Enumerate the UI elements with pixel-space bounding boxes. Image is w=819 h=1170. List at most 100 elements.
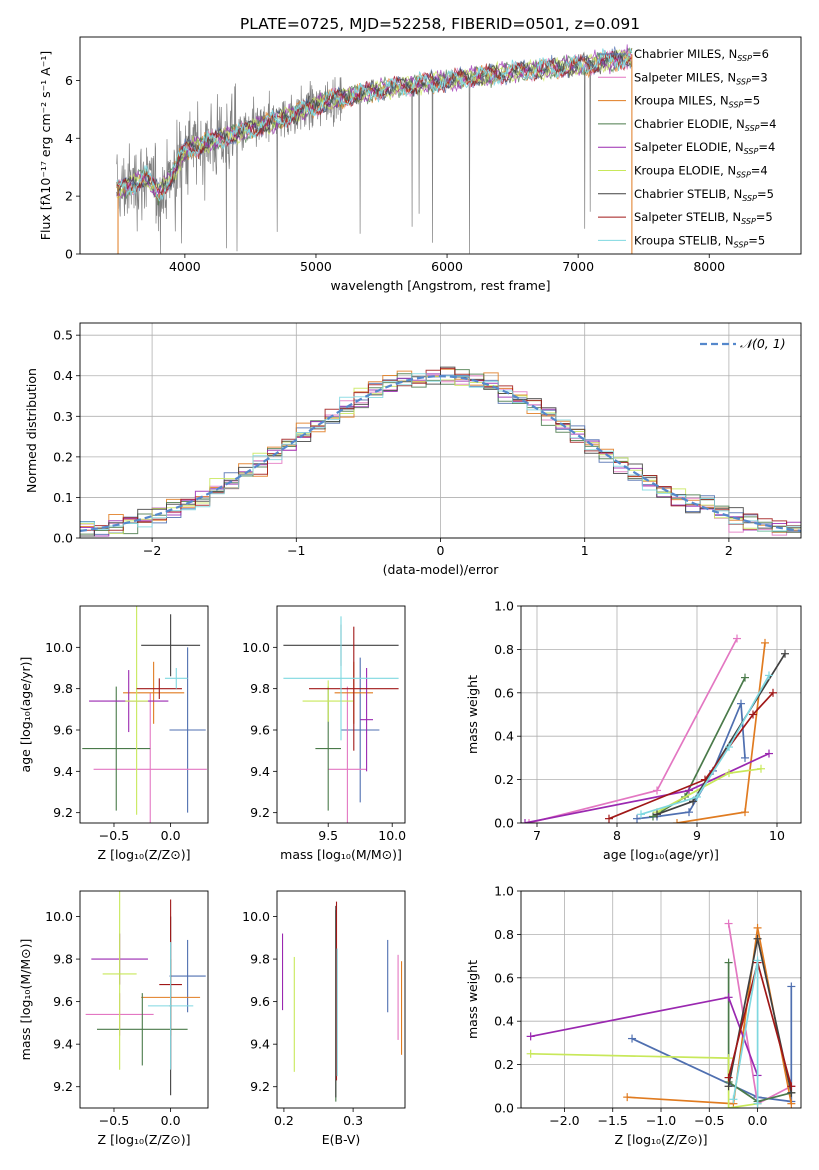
model-fit-8	[116, 47, 633, 202]
weight-marker	[765, 749, 773, 758]
y-tick-label: 0.4	[494, 1014, 514, 1029]
y-axis-label: mass weight	[465, 960, 480, 1039]
y-tick-label: 0	[65, 247, 73, 262]
legend-entry: Kroupa ELODIE, NSSP=4	[634, 164, 768, 180]
age-vs-Z-frame	[79, 605, 209, 824]
y-tick-label: 10.0	[45, 640, 73, 655]
age-vs-mass-frame	[276, 605, 406, 824]
spectrum-legend: Chabrier MILES, NSSP=6 Salpeter MILES, NS…	[598, 47, 776, 249]
spectrum-plot-area	[116, 44, 633, 254]
y-tick-label: 9.2	[250, 1079, 270, 1094]
weight-marker	[757, 764, 765, 773]
x-axis-label: age [log₁₀(age/yr)]	[603, 847, 719, 862]
weight-marker	[741, 808, 749, 817]
x-tick-label: 6000	[431, 259, 463, 274]
weight-marker	[741, 673, 749, 682]
weight-marker	[765, 671, 773, 680]
mass-vs-EBV-plot-area	[281, 901, 403, 1102]
weight-vs-age-plot-area	[521, 634, 789, 823]
legend-entry: Kroupa MILES, NSSP=5	[634, 94, 760, 110]
weight-marker	[685, 808, 693, 817]
residuals-frame	[79, 322, 802, 539]
weight-series-1	[528, 638, 738, 823]
y-axis-label: Flux [fλ10⁻¹⁷ erg cm⁻² s⁻¹ A⁻¹]	[38, 51, 53, 240]
weight-series-0	[631, 986, 793, 1103]
mass-vs-EBV-axes: 0.2 0.3 9.2 9.4 9.6 9.8 10.0 E(B-V)	[242, 909, 363, 1147]
x-tick-label: −1.5	[598, 1113, 628, 1128]
legend-entry: Kroupa STELIB, NSSP=5	[634, 233, 765, 249]
x-tick-label: −0.5	[99, 1113, 129, 1128]
weight-marker	[526, 1032, 535, 1041]
y-axis-label: Normed distribution	[24, 368, 39, 493]
x-tick-label: −1.0	[646, 1113, 676, 1128]
weight-marker	[605, 814, 613, 823]
legend-entry: 𝒩(0, 1)	[740, 336, 786, 351]
figure-title: PLATE=0725, MJD=52258, FIBERID=0501, z=0…	[240, 15, 640, 33]
x-tick-label: 7000	[562, 259, 594, 274]
errorbar-point	[309, 626, 399, 751]
weight-marker	[753, 934, 762, 943]
weight-marker	[761, 638, 769, 647]
weight-marker	[725, 743, 733, 752]
y-tick-label: 2	[65, 189, 73, 204]
x-axis-label: Z [log₁₀(Z/Z⊙)]	[98, 847, 191, 862]
errorbar-point	[82, 686, 151, 811]
x-tick-label: 10	[769, 828, 785, 843]
y-tick-label: 9.2	[53, 805, 73, 820]
y-tick-label: 10.0	[242, 909, 270, 924]
x-axis-label: wavelength [Angstrom, rest frame]	[330, 278, 550, 293]
x-axis-label: mass [log₁₀(M/M⊙)]	[280, 847, 402, 862]
weight-marker	[526, 1049, 535, 1058]
errorbar-point	[125, 606, 148, 815]
y-tick-label: 9.8	[250, 681, 270, 696]
age-vs-mass-axes: 9.5 10.0 9.2 9.4 9.6 9.8 10.0 mass [log₁₀(M/M⊙)…	[242, 640, 406, 862]
weight-vs-age-axes: 7 8 9 10 0.0 0.2 0.4 0.6 0.8 1.0 age [log₁₀(age/yr…	[465, 599, 801, 862]
y-axis-label: age [log₁₀(age/yr)]	[18, 657, 33, 773]
weight-vs-Z-plot-area	[526, 919, 796, 1108]
y-tick-label: 1.0	[494, 599, 514, 614]
errorbar-point	[123, 661, 185, 724]
weight-marker	[685, 786, 693, 795]
x-tick-label: 0.0	[161, 828, 181, 843]
weight-marker	[753, 956, 762, 965]
weight-vs-Z-axes: −2.0 −1.5 −1.0 −0.5 0.0 0.0 0.2 0.4 0.6 0.8 1.0 Z […	[465, 884, 801, 1147]
errorbar-point	[328, 686, 367, 823]
weight-marker	[628, 1034, 637, 1043]
x-tick-label: 0.3	[343, 1113, 363, 1128]
errorbar-point	[141, 614, 201, 677]
x-tick-label: 10.0	[378, 828, 406, 843]
errorbar-point	[93, 692, 207, 823]
x-tick-label: 9	[693, 828, 701, 843]
errorbar-point	[283, 616, 399, 741]
y-tick-label: 0.2	[494, 1057, 514, 1072]
weight-marker	[724, 1104, 733, 1108]
x-tick-label: 0.0	[748, 1113, 768, 1128]
residuals-plot-area	[80, 366, 801, 537]
spectrum-frame	[79, 36, 802, 255]
weight-marker	[693, 792, 701, 801]
x-tick-label: −0.5	[99, 828, 129, 843]
residuals-axes: −2 −1 0 1 2 0.0 0.1 0.2 0.3 0.4 0.5 (data-model)/er…	[24, 323, 801, 577]
x-tick-label: −0.5	[694, 1113, 724, 1128]
x-axis-label: (data-model)/error	[383, 562, 500, 577]
y-tick-label: 9.6	[53, 994, 73, 1009]
model-fit-5	[116, 49, 633, 200]
weight-series-6	[656, 653, 786, 816]
weight-marker	[633, 814, 641, 823]
y-tick-label: 10.0	[242, 640, 270, 655]
weight-marker	[724, 1073, 733, 1082]
errorbar-point	[169, 939, 206, 1013]
y-tick-label: 9.2	[53, 1079, 73, 1094]
weight-marker	[724, 993, 733, 1002]
spectrum-axes: 4000 5000 6000 7000 8000 0 2 4 6 wavelength [Angs…	[38, 51, 725, 293]
y-tick-label: 0.6	[494, 685, 514, 700]
errorbar-point	[147, 942, 194, 1070]
age-vs-mass-plot-area	[283, 616, 399, 823]
weight-series-3	[727, 962, 792, 1103]
y-tick-label: 6	[65, 73, 73, 88]
errorbar-point	[341, 657, 380, 803]
legend-entry: Salpeter ELODIE, NSSP=4	[634, 140, 775, 156]
model-fit-7	[116, 50, 633, 195]
y-axis-label: mass weight	[465, 675, 480, 754]
